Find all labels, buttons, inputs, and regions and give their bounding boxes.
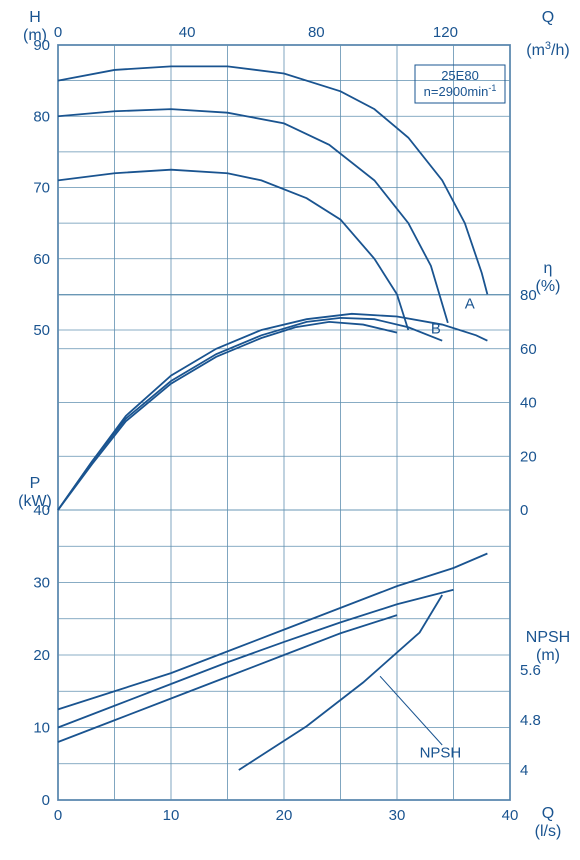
q-top-label: Q — [542, 9, 554, 26]
eta-label: η — [544, 260, 553, 277]
eta-tick: 40 — [520, 395, 537, 412]
npsh-tick: 4 — [520, 762, 528, 779]
p-tick: 10 — [33, 720, 50, 737]
h-tick: 80 — [33, 108, 50, 125]
eta-curve-e1 — [58, 314, 487, 510]
eta-tick: 20 — [520, 448, 537, 465]
npsh-text: NPSH — [420, 745, 462, 762]
npsh-label: NPSH — [526, 629, 570, 646]
eta-unit: (%) — [536, 278, 561, 295]
label-b: B — [431, 321, 441, 338]
p-tick: 0 — [42, 792, 50, 809]
info-line1: 25E80 — [441, 68, 479, 83]
x-tick-top: 40 — [179, 24, 196, 41]
eta-curve-e2 — [58, 318, 442, 510]
npsh-tick: 4.8 — [520, 712, 541, 729]
x-tick-bottom: 30 — [389, 807, 406, 824]
h-tick: 60 — [33, 251, 50, 268]
p-tick: 30 — [33, 575, 50, 592]
eta-tick: 0 — [520, 502, 528, 519]
p-unit: (kW) — [18, 493, 52, 510]
x-tick-top: 120 — [433, 24, 458, 41]
label-a: A — [465, 296, 475, 313]
p-curve-p1 — [58, 554, 487, 710]
p-label: P — [30, 475, 41, 492]
h-label: H — [29, 9, 41, 26]
eta-tick: 80 — [520, 287, 537, 304]
x-tick-bottom: 40 — [502, 807, 519, 824]
npsh-unit: (m) — [536, 647, 560, 664]
x-tick-top: 0 — [54, 24, 62, 41]
p-tick: 20 — [33, 647, 50, 664]
q-top-unit: (m3/h) — [526, 40, 569, 59]
h-curve-C — [58, 170, 408, 330]
q-bot-unit: (l/s) — [535, 823, 562, 840]
q-bot-label: Q — [542, 805, 554, 822]
h-curve-B — [58, 109, 448, 323]
pump-chart: 0102030400408012050607080900204060800102… — [0, 0, 580, 860]
h-curve-A — [58, 66, 487, 294]
info-line2: n=2900min-1 — [424, 83, 497, 99]
p-curve-p2 — [58, 590, 454, 728]
h-tick: 70 — [33, 180, 50, 197]
x-tick-bottom: 10 — [163, 807, 180, 824]
eta-tick: 60 — [520, 341, 537, 358]
npsh-pointer — [380, 676, 442, 745]
x-tick-bottom: 20 — [276, 807, 293, 824]
x-tick-bottom: 0 — [54, 807, 62, 824]
h-unit: (m) — [23, 27, 47, 44]
npsh-tick: 5.6 — [520, 662, 541, 679]
x-tick-top: 80 — [308, 24, 325, 41]
h-tick: 50 — [33, 322, 50, 339]
